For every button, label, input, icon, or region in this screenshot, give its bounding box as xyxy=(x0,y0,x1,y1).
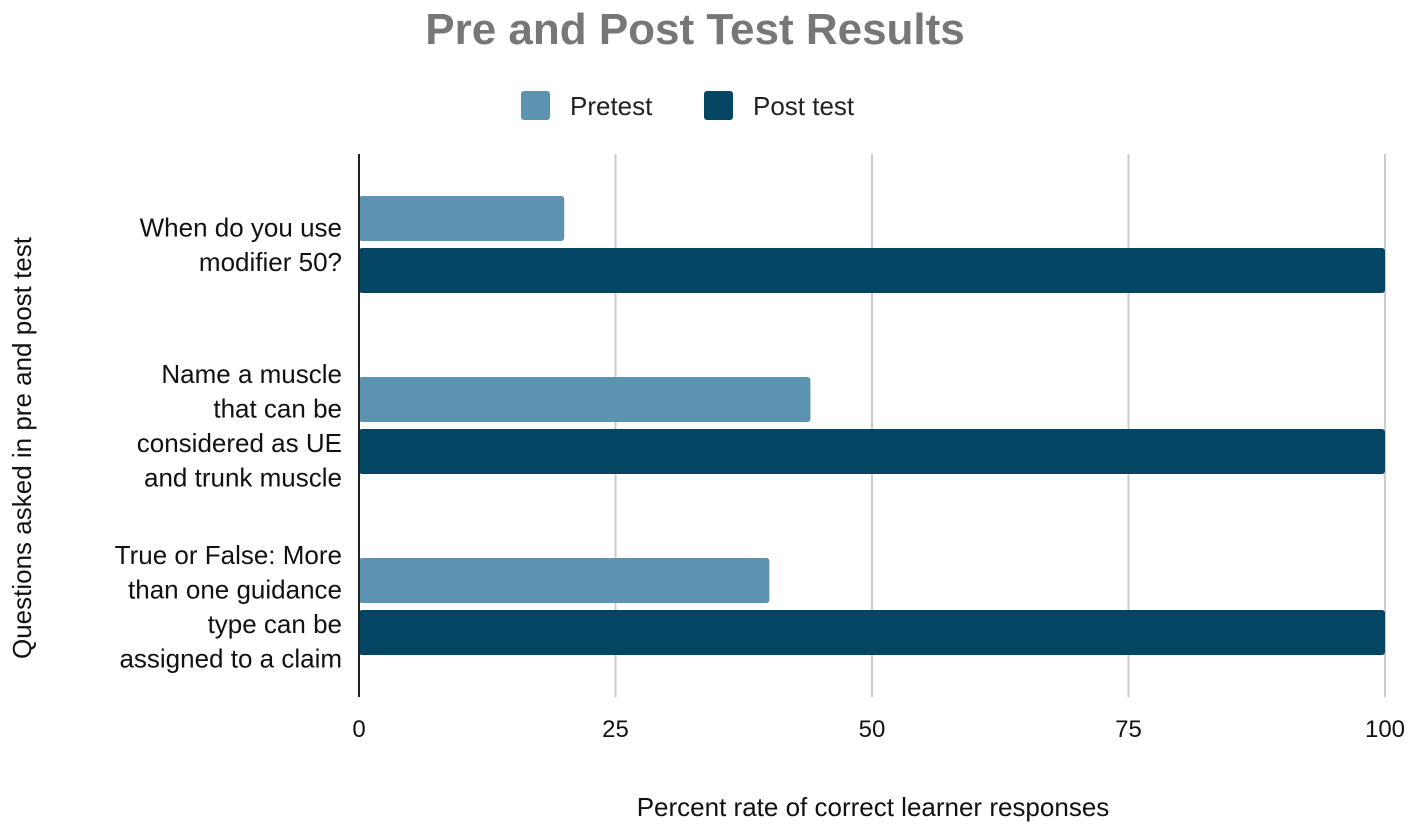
legend-swatch-posttest xyxy=(704,91,733,120)
bar-posttest xyxy=(359,429,1385,474)
legend: Pretest Post test xyxy=(521,91,855,121)
bar-posttest xyxy=(359,610,1385,655)
x-tick-labels: 0 25 50 75 100 xyxy=(352,716,1405,743)
category-label: When do you use modifier 50? xyxy=(140,212,342,277)
x-tick-label: 50 xyxy=(859,716,886,743)
x-tick-label: 75 xyxy=(1115,716,1142,743)
bars xyxy=(359,196,1385,655)
category-label: Name a muscle that can be considered as UE… xyxy=(137,359,342,493)
y-axis-title: Questions asked in pre and post test xyxy=(7,236,37,659)
category-label: True or False: More than one guidance type… xyxy=(115,540,342,674)
category-labels: When do you use modifier 50? Name a muscle… xyxy=(115,212,342,673)
bar-posttest xyxy=(359,248,1385,293)
x-tick-label: 100 xyxy=(1365,716,1405,743)
legend-swatch-pretest xyxy=(521,91,550,120)
x-axis-title: Percent rate of correct learner response… xyxy=(637,792,1110,822)
bar-pretest xyxy=(359,196,565,241)
chart-title: Pre and Post Test Results xyxy=(425,5,965,54)
x-tick-label: 0 xyxy=(352,716,365,743)
bar-pretest xyxy=(359,558,770,603)
bar-pretest xyxy=(359,377,811,422)
legend-label-pretest: Pretest xyxy=(570,91,653,121)
legend-label-posttest: Post test xyxy=(753,91,855,121)
gridlines xyxy=(614,154,1386,697)
x-tick-label: 25 xyxy=(602,716,629,743)
